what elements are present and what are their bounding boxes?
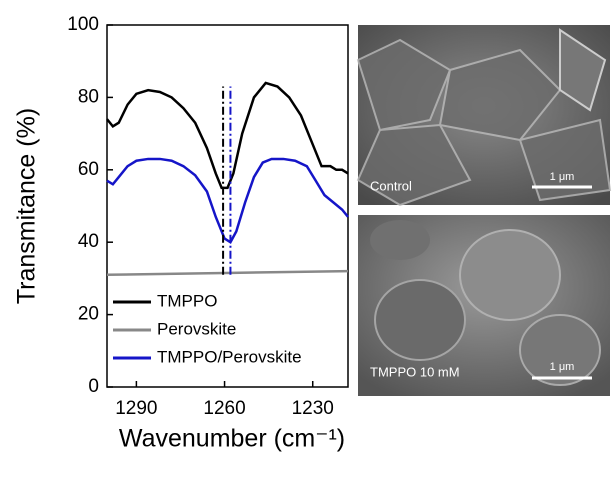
series-line (106, 81, 349, 190)
y-tick-label: 60 (78, 159, 99, 180)
y-tick-label: 0 (88, 376, 99, 397)
legend-label: Perovskite (157, 319, 236, 338)
legend-label: TMPPO (157, 291, 217, 310)
x-tick-label: 1290 (115, 398, 157, 419)
image-label: TMPPO 10 mM (370, 364, 460, 379)
legend-label: TMPPO/Perovskite (157, 347, 302, 366)
series-line (106, 157, 349, 244)
sem-image-tmppo: TMPPO 10 mM 1 μm (358, 215, 610, 396)
scale-label: 1 μm (550, 361, 575, 373)
scale-label: 1 μm (550, 171, 575, 183)
x-axis-label: Wavenumber (cm⁻¹) (119, 425, 345, 453)
series-line (106, 269, 349, 277)
y-tick-label: 80 (78, 86, 99, 107)
x-tick-label: 1260 (203, 398, 245, 419)
x-tick-label: 1230 (292, 398, 334, 419)
image-label: Control (370, 178, 412, 193)
y-tick-label: 20 (78, 304, 99, 325)
y-axis-label: Transmitance (%) (13, 108, 41, 304)
plot-frame (106, 24, 349, 388)
y-tick-label: 40 (78, 231, 99, 252)
y-tick-label: 100 (67, 14, 99, 35)
sem-image-control: Control 1 μm (356, 25, 612, 207)
